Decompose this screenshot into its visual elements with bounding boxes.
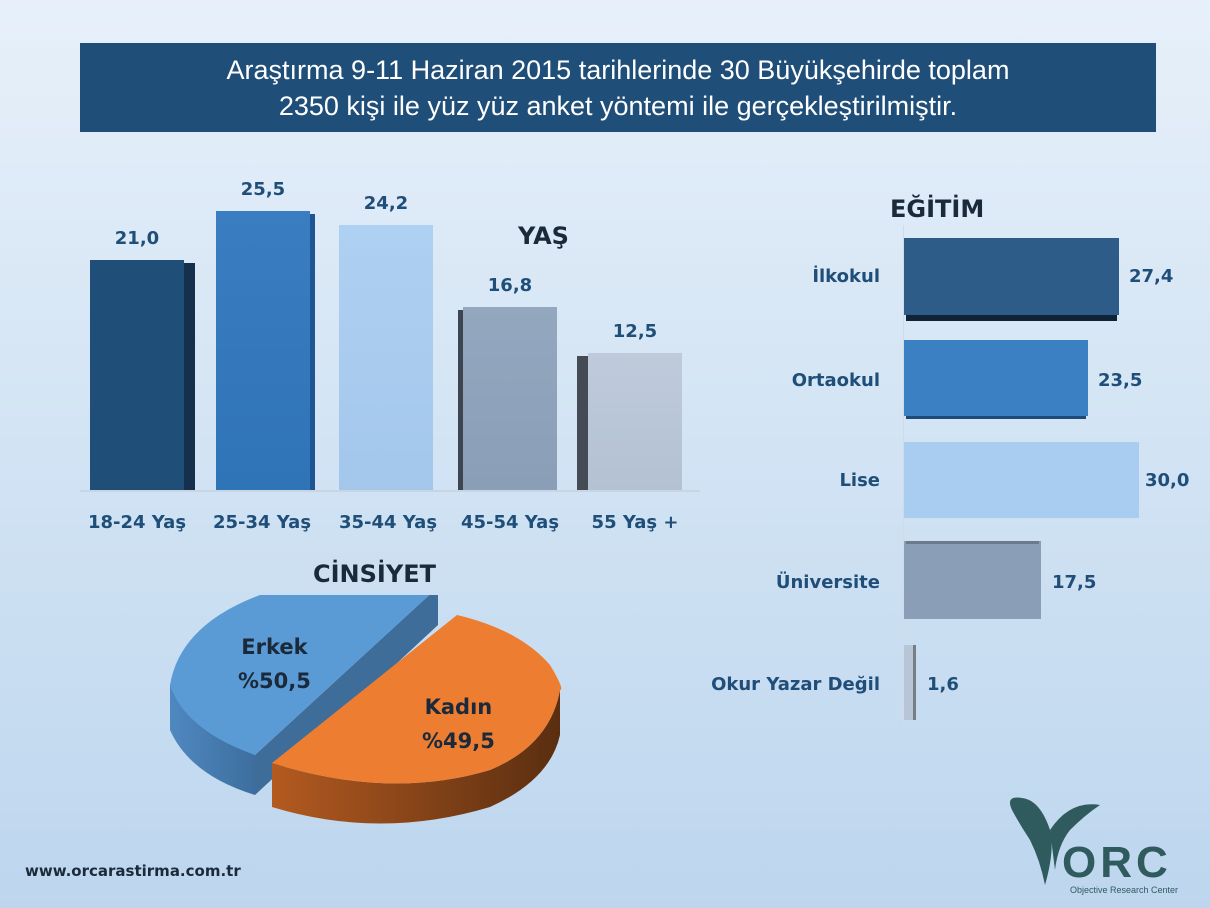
logo-name: ORC [1062, 838, 1172, 887]
bar-value: 21,0 [114, 228, 160, 249]
education-bar-lise [904, 442, 1139, 518]
education-bar-okur-yazar-degil [904, 645, 916, 720]
age-category-label: 55 Yaş + [591, 512, 679, 533]
education-bar-ilkokul [904, 238, 1119, 321]
website-link[interactable]: www.orcarastirma.com.tr [25, 862, 241, 880]
header-banner: Araştırma 9-11 Haziran 2015 tarihlerinde… [80, 43, 1156, 132]
bar-value: 25,5 [240, 179, 286, 200]
pie-label-erkek: Erkek %50,5 [238, 630, 311, 698]
age-category-label: 35-44 Yaş [338, 512, 438, 533]
age-category-label: 18-24 Yaş [87, 512, 187, 533]
bar-value: 17,5 [1052, 572, 1097, 593]
education-category-label: Okur Yazar Değil [711, 674, 880, 695]
pie-category: Kadın [424, 695, 493, 719]
age-category-label: 45-54 Yaş [460, 512, 560, 533]
education-axis [903, 225, 904, 730]
pie-graphic [170, 595, 562, 824]
orc-logo: ORC Objective Research Center [1000, 790, 1200, 904]
education-category-label: İlkokul [812, 266, 880, 287]
pie-value: %50,5 [238, 669, 311, 693]
logo-tagline: Objective Research Center [1070, 885, 1179, 895]
bar-value: 16,8 [487, 275, 533, 296]
age-category-label: 25-34 Yaş [212, 512, 312, 533]
bar-value: 12,5 [612, 321, 658, 342]
pie-category: Erkek [241, 635, 308, 659]
pie-value: %49,5 [422, 729, 495, 753]
age-chart-title: YAŞ [518, 222, 569, 250]
education-category-label: Lise [839, 470, 880, 491]
bar-value: 27,4 [1129, 266, 1174, 287]
education-bar-ortaokul [904, 340, 1088, 419]
age-bar-35-44: 24,2 [339, 193, 433, 490]
pie-label-kadin: Kadın %49,5 [422, 690, 495, 758]
education-bar-universite [904, 541, 1041, 619]
age-bar-25-34: 25,5 [216, 179, 315, 490]
bar-value: 23,5 [1098, 370, 1143, 391]
age-bar-55-plus: 12,5 [577, 321, 682, 490]
gender-chart-title: CİNSİYET [313, 560, 436, 588]
banner-line-1: Araştırma 9-11 Haziran 2015 tarihlerinde… [226, 55, 1010, 85]
education-category-label: Üniversite [775, 572, 880, 593]
pie-slice-kadin [272, 615, 562, 824]
bar-value: 30,0 [1145, 470, 1190, 491]
age-axis-baseline [80, 490, 700, 492]
education-chart-title: EĞİTİM [890, 195, 985, 223]
bar-value: 24,2 [363, 193, 409, 214]
age-bar-45-54: 16,8 [458, 275, 557, 490]
age-bar-18-24: 21,0 [90, 228, 195, 490]
bar-value: 1,6 [927, 674, 959, 695]
education-category-label: Ortaokul [791, 370, 880, 391]
orc-leaf-icon [1009, 797, 1100, 885]
banner-line-2: 2350 kişi ile yüz yüz anket yöntemi ile … [278, 91, 958, 121]
